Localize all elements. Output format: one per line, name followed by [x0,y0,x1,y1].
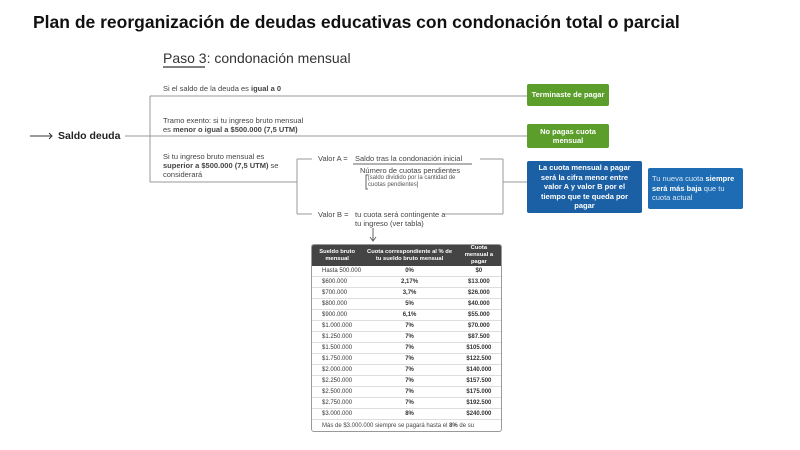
table-cell: $2.750.000 [312,397,363,409]
table-cell: $1.250.000 [312,331,363,343]
valor-a-note: [saldo dividido por la cantidad de cuota… [368,175,456,188]
table-cell: $1.500.000 [312,342,363,354]
table-cell: $700.000 [312,287,363,299]
table-header: Sueldo bruto mensual Cuota correspondient… [312,245,501,266]
table-cell: $2.250.000 [312,375,363,387]
table-cell: Hasta 500.000 [312,266,363,277]
condition: Tramo exento: si tu ingreso bruto mensua… [163,116,313,134]
table-cell: 7% [362,353,457,365]
table-cell: $140.000 [456,364,501,376]
table-row: $2.500.000 7% $175.000 [312,386,501,398]
table-row: $600.000 2,17% $13.000 [312,276,501,288]
table-cell: $800.000 [312,298,363,310]
table-cell: 5% [362,298,457,310]
condition-emphasis: igual a 0 [250,84,281,93]
table-cell: $175.000 [456,386,501,398]
footnote-emphasis: 8% [449,423,458,429]
table-cell: $0 [456,266,501,277]
table-cell: 7% [362,331,457,343]
cuota-table: Sueldo bruto mensual Cuota correspondient… [312,245,501,420]
table-row: $2.000.000 7% $140.000 [312,364,501,376]
footnote-text: de su sueldo bruto [322,423,475,431]
result-box: La cuota mensual a pagar será la cifra m… [527,161,642,213]
table-row: $1.250.000 7% $87.500 [312,331,501,343]
cuota-table-card: Sueldo bruto mensual Cuota correspondient… [311,244,502,432]
result-box: No pagas cuota mensual [527,124,609,148]
footnote-text: Más de $3.000.000 siempre se pagará hast… [322,423,450,429]
table-row: $700.000 3,7% $26.000 [312,287,501,299]
valor-b-label: Valor B = [318,210,349,219]
column-header: Cuota mensual a pagar [456,245,501,266]
table-cell: $1.000.000 [312,320,363,332]
step-title: Paso 3: condonación mensual [163,50,351,66]
table-cell: $122.500 [456,353,501,365]
table-cell: 7% [362,342,457,354]
table-cell: $240.000 [456,408,501,420]
condition: Si el saldo de la deuda es igual a 0 [163,84,363,93]
table-cell: $600.000 [312,276,363,288]
table-row: Hasta 500.000 0% $0 [312,266,501,277]
condition-text: Si tu ingreso bruto mensual es [163,152,265,161]
valor-a-numerator: Saldo tras la condonación inicial [355,154,463,163]
note-box: Tu nueva cuota siempre será más baja que… [648,168,743,209]
table-row: $1.750.000 7% $122.500 [312,353,501,365]
table-row: $800.000 5% $40.000 [312,298,501,310]
table-cell: 8% [362,408,457,420]
result-box: Terminaste de pagar [527,84,609,106]
condition-text: Tramo exento: si tu ingreso bruto mensua… [163,116,304,134]
table-row: $1.500.000 7% $105.000 [312,342,501,354]
table-footnote: Más de $3.000.000 siempre se pagará hast… [312,420,501,431]
table-cell: $13.000 [456,276,501,288]
table-cell: $40.000 [456,298,501,310]
table-row: $1.000.000 7% $70.000 [312,320,501,332]
table-cell: $192.500 [456,397,501,409]
table-cell: $2.500.000 [312,386,363,398]
table-cell: $55.000 [456,309,501,321]
table-cell: $1.750.000 [312,353,363,365]
condition-text: se considerará [163,161,279,179]
table-cell: $70.000 [456,320,501,332]
condition: Si tu ingreso bruto mensual es superior … [163,152,285,179]
table-cell: 7% [362,364,457,376]
table-cell: 7% [362,386,457,398]
table-cell: 7% [362,375,457,387]
note-text: que tu cuota actual [652,183,725,203]
root-label: Saldo deuda [58,130,121,142]
valor-b-text: tu cuota será contingente a tu ingreso (… [355,210,446,228]
column-header: Cuota correspondiente al % de tu sueldo … [362,245,457,266]
table-row: $900.000 6,1% $55.000 [312,309,501,321]
table-cell: $87.500 [456,331,501,343]
valor-a-label: Valor A = [318,154,348,163]
table-row: $3.000.000 8% $240.000 [312,408,501,420]
column-header: Sueldo bruto mensual [312,245,363,266]
table-body: Hasta 500.000 0% $0 $600.000 2,17% $13.000 $70… [312,266,501,420]
table-cell: $26.000 [456,287,501,299]
title: Plan de reorganización de deudas educati… [33,12,680,32]
table-cell: $105.000 [456,342,501,354]
table-cell: $3.000.000 [312,408,363,420]
note-emphasis: siempre será más baja [652,174,735,193]
table-cell: 0% [362,266,457,277]
table-cell: $157.500 [456,375,501,387]
table-cell: $900.000 [312,309,363,321]
table-cell: 2,17% [362,276,457,288]
table-cell: 7% [362,397,457,409]
table-row: $2.250.000 7% $157.500 [312,375,501,387]
table-row: $2.750.000 7% $192.500 [312,397,501,409]
table-cell: $2.000.000 [312,364,363,376]
note-text: Tu nueva cuota [652,174,706,184]
condition-emphasis: superior a $500.000 (7,5 UTM) [163,161,269,170]
condition-emphasis: menor o igual a $500.000 (7,5 UTM) [173,125,298,134]
table-cell: 3,7% [362,287,457,299]
condition-text: Si el saldo de la deuda es [163,84,251,93]
table-cell: 6,1% [362,309,457,321]
valor-a-denominator: Número de cuotas pendientes [360,166,461,175]
table-cell: 7% [362,320,457,332]
